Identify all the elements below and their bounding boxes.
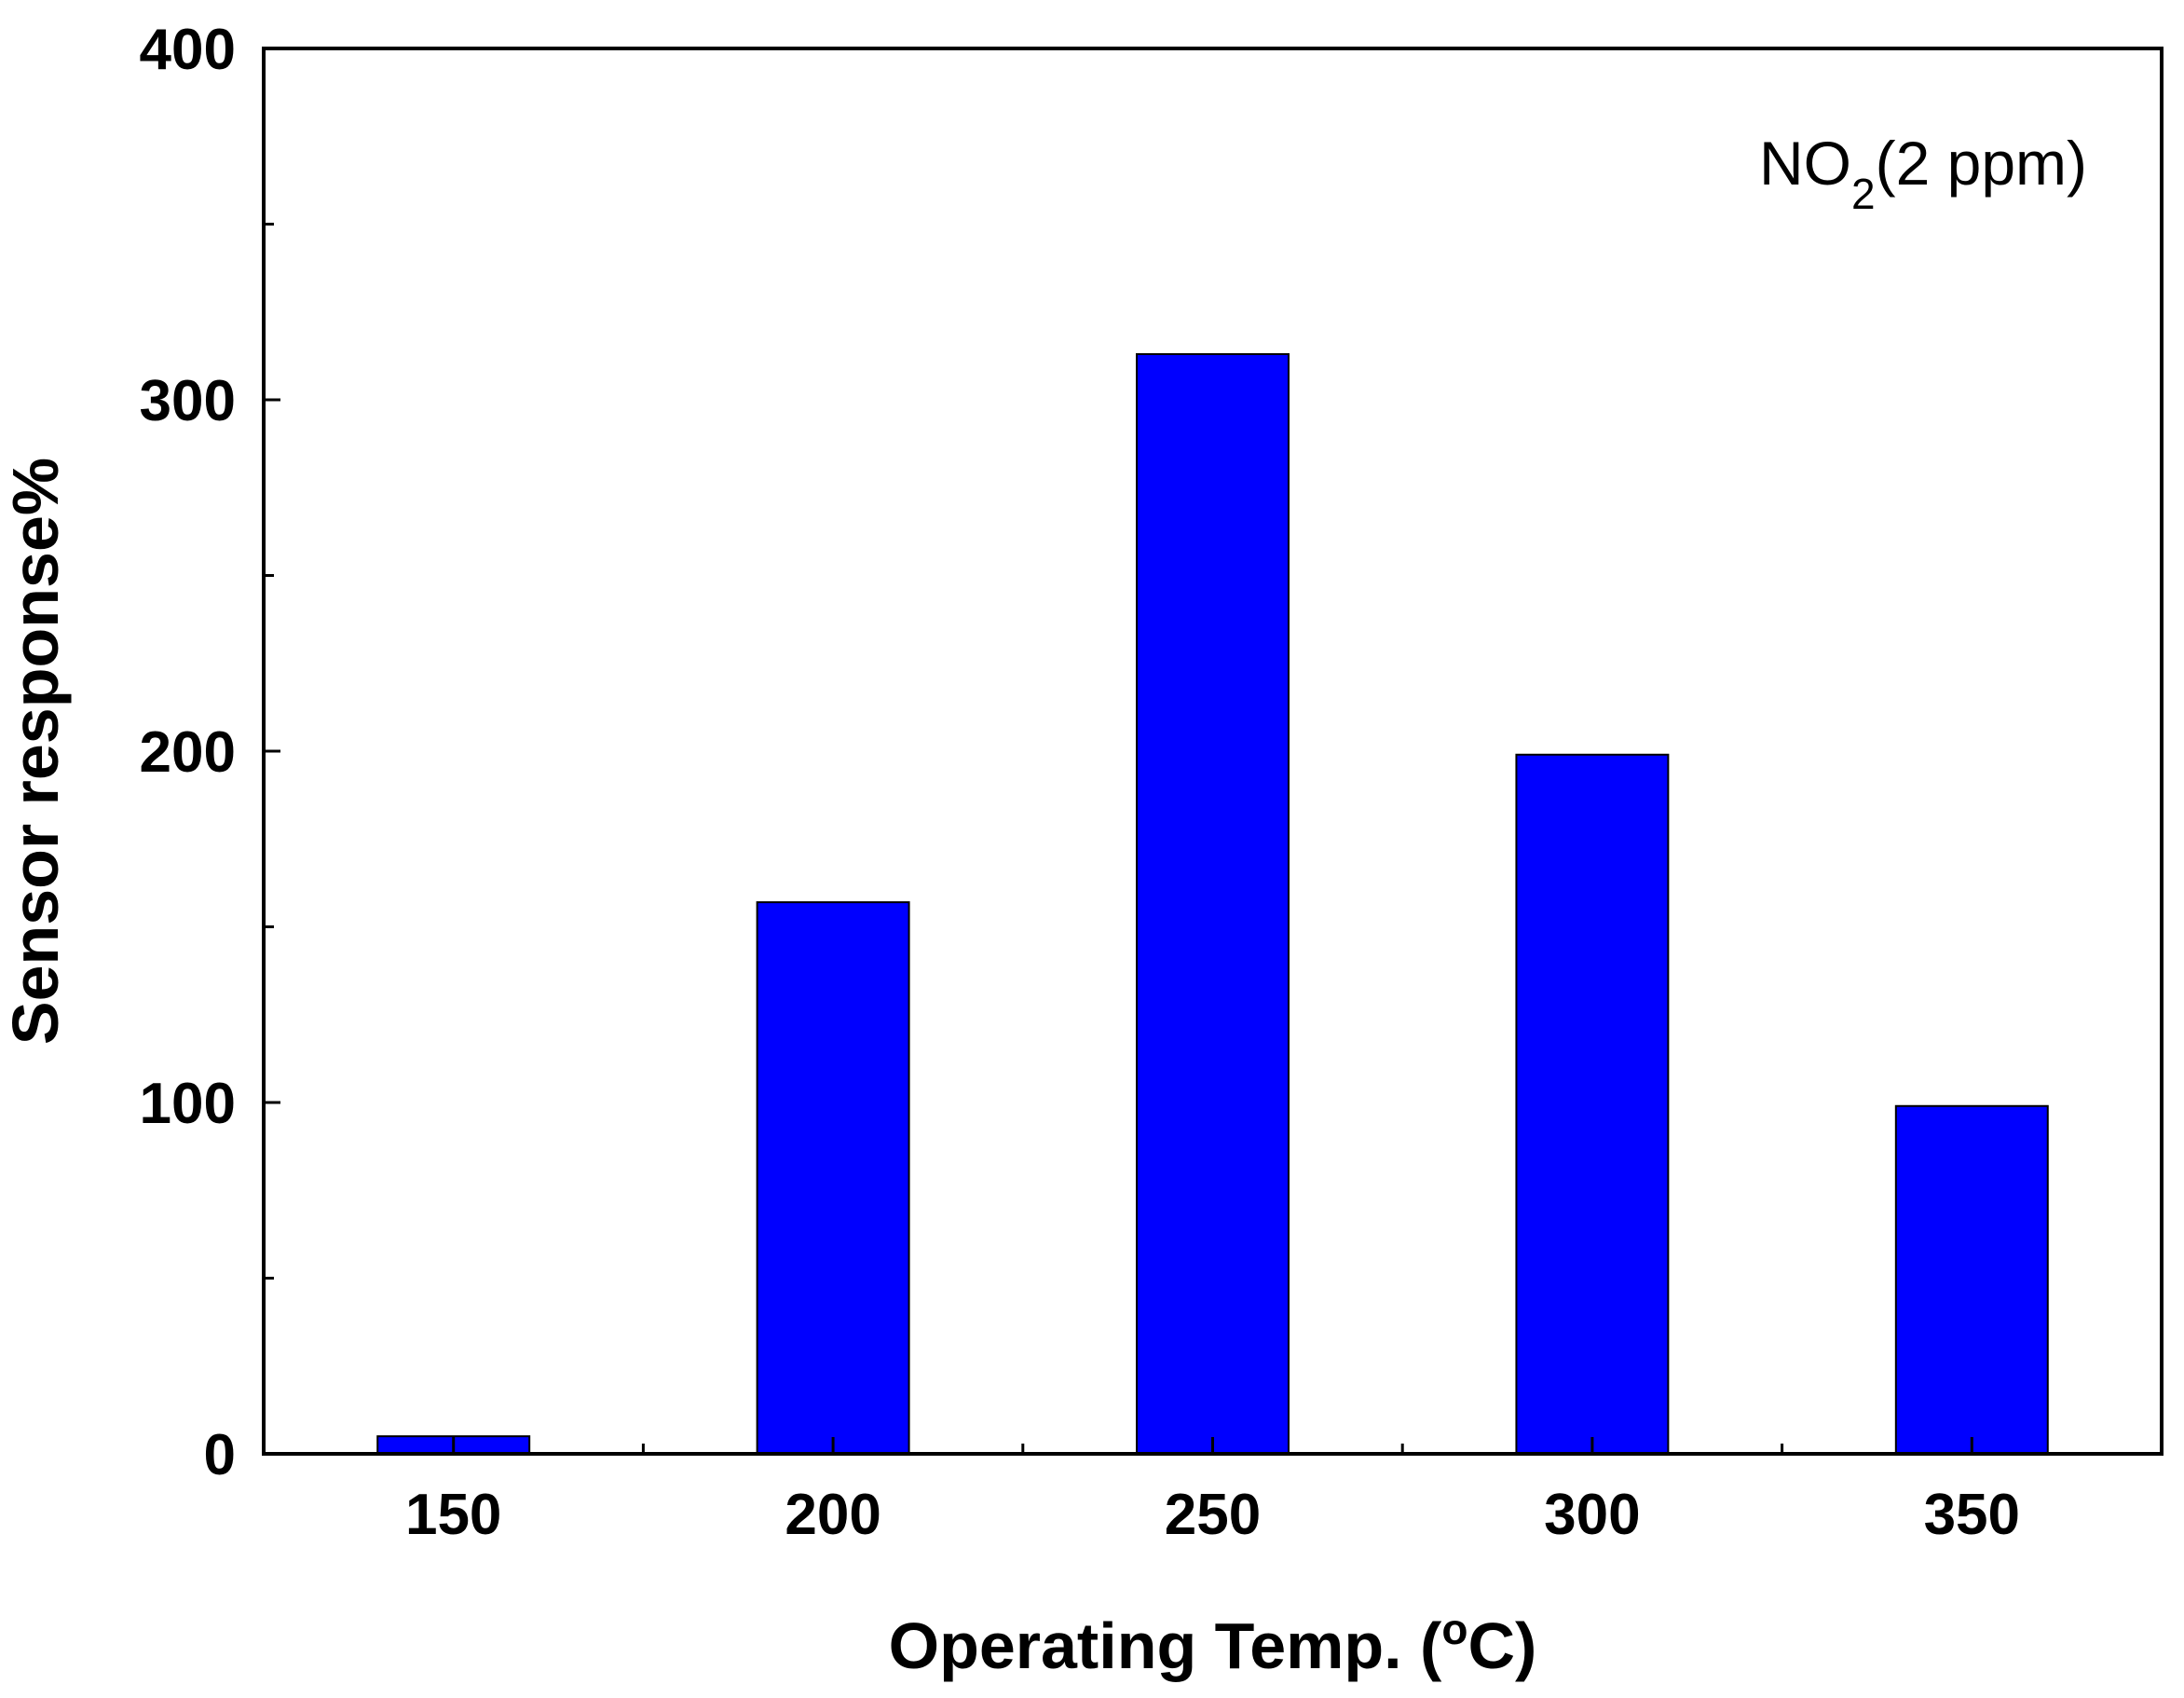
x-tick-label-300: 300	[1544, 1483, 1640, 1547]
annotation-main: NO	[1759, 129, 1851, 198]
bars-group	[376, 352, 2049, 1456]
y-tick-label-400: 400	[140, 18, 236, 82]
y-tick-labels: 0 100 200 300 400	[140, 18, 236, 1487]
x-axis-label-main: Operating Temp. (	[889, 1609, 1442, 1682]
x-axis-label-tail: C)	[1467, 1609, 1536, 1682]
annotation-tail: (2 ppm)	[1876, 129, 2087, 198]
y-tick-label-100: 100	[140, 1072, 236, 1136]
x-tick-label-250: 250	[1165, 1483, 1261, 1547]
x-axis-label: Operating Temp. (oC)	[889, 1605, 1537, 1682]
y-tick-label-300: 300	[140, 369, 236, 433]
x-tick-label-150: 150	[405, 1483, 501, 1547]
x-tick-labels: 150 200 250 300 350	[405, 1483, 2020, 1547]
x-tick-label-350: 350	[1924, 1483, 2020, 1547]
annotation-sub: 2	[1851, 170, 1876, 218]
ticks-group	[264, 47, 1973, 1456]
bar-350	[1894, 1104, 2049, 1456]
y-tick-label-200: 200	[140, 720, 236, 785]
gas-annotation: NO2(2 ppm)	[1759, 129, 2087, 218]
bar-300	[1515, 753, 1670, 1455]
x-axis-label-sup: o	[1441, 1605, 1467, 1653]
y-tick-label-0: 0	[204, 1423, 236, 1487]
bar-250	[1136, 352, 1290, 1455]
y-axis-label: Sensor response%	[0, 458, 72, 1045]
x-tick-label-200: 200	[785, 1483, 880, 1547]
plot-frame	[262, 47, 2164, 1456]
bar-200	[756, 901, 910, 1455]
